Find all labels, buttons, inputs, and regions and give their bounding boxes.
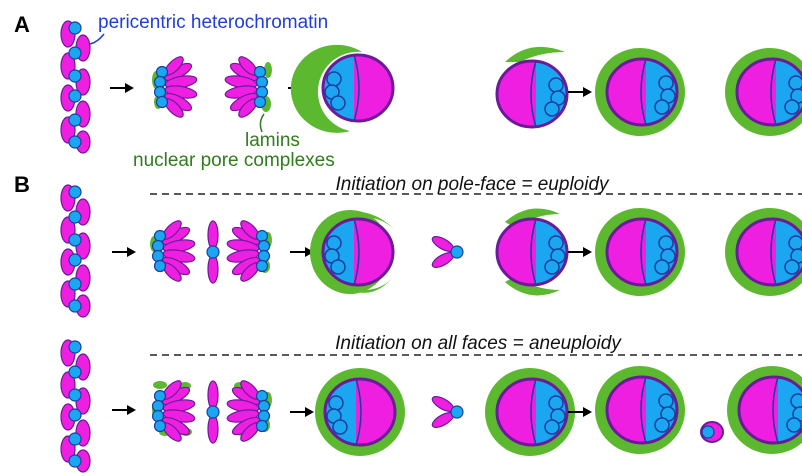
panel-label: A <box>14 12 30 37</box>
arrow <box>110 83 134 93</box>
arrow <box>290 407 314 417</box>
segregating-chromosomes <box>150 218 272 284</box>
arrow <box>112 247 136 257</box>
lagging-chromosome <box>430 234 463 271</box>
segregating-chromosomes <box>152 378 272 444</box>
row-caption: Initiation on pole-face = euploidy <box>335 174 610 195</box>
row-caption: Initiation on all faces = aneuploidy <box>335 333 622 354</box>
npc-label: nuclear pore complexes <box>133 150 335 171</box>
panel-label: B <box>14 172 30 197</box>
chromosomes <box>61 21 90 153</box>
arrow <box>568 87 592 97</box>
segregating-chromosomes <box>152 54 272 120</box>
nucleus <box>315 368 405 456</box>
micronucleus <box>701 422 723 442</box>
nucleus <box>595 208 685 296</box>
nucleus <box>595 366 685 454</box>
arrow <box>112 405 136 415</box>
nucleus <box>725 208 802 296</box>
arrow <box>568 247 592 257</box>
chromosomes <box>61 340 90 472</box>
figure: A pericentric heterochromatin lamins nuc… <box>0 0 802 476</box>
nucleus <box>497 209 568 296</box>
nucleus <box>291 45 393 133</box>
nucleus <box>595 48 685 136</box>
callout-arrow <box>90 34 104 44</box>
chromosomes <box>61 185 90 317</box>
nucleus <box>497 47 568 128</box>
nucleus <box>725 48 802 136</box>
lamins-label: lamins <box>245 130 300 151</box>
lagging-chromosome <box>430 394 463 431</box>
nucleus <box>310 210 395 294</box>
nucleus <box>727 366 802 454</box>
nucleus <box>485 368 575 456</box>
heterochromatin-label: pericentric heterochromatin <box>98 12 328 33</box>
